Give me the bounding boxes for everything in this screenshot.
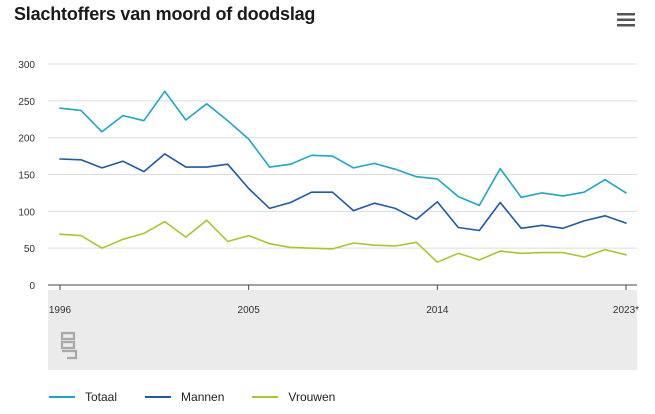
legend-item-mannen[interactable]: Mannen (145, 390, 224, 404)
y-tick-label: 250 (18, 97, 35, 108)
y-tick-label: 150 (18, 171, 35, 182)
y-tick-label: 0 (29, 281, 35, 292)
legend-item-vrouwen[interactable]: Vrouwen (252, 390, 335, 404)
x-tick-label: 2005 (238, 305, 261, 316)
hamburger-menu-icon (617, 13, 635, 27)
cbs-logo (60, 331, 78, 360)
x-tick-label: 2014 (426, 305, 449, 316)
x-tick-label: 2023* (613, 305, 639, 316)
y-tick-label: 200 (18, 134, 35, 145)
x-axis-panel (48, 290, 637, 370)
legend-label-vrouwen: Vrouwen (288, 390, 336, 404)
legend-swatch-vrouwen (252, 396, 279, 398)
y-tick-label: 300 (18, 60, 35, 71)
legend-swatch-mannen (145, 396, 172, 398)
series-line-mannen[interactable] (59, 153, 627, 232)
series-line-vrouwen[interactable] (59, 219, 627, 264)
legend-item-totaal[interactable]: Totaal (49, 390, 117, 404)
legend-swatch-totaal (49, 396, 75, 398)
y-tick-label: 50 (24, 244, 36, 255)
chart-menu-button[interactable] (612, 8, 640, 32)
series-line-totaal[interactable] (59, 90, 627, 207)
x-tick-label: 1996 (49, 305, 72, 316)
legend-label-totaal: Totaal (85, 390, 118, 404)
page-title: Slachtoffers van moord of doodslag (14, 4, 316, 24)
legend-label-mannen: Mannen (181, 390, 225, 404)
chart-legend: Totaal Mannen Vrouwen (49, 390, 335, 404)
y-tick-label: 100 (18, 207, 35, 218)
